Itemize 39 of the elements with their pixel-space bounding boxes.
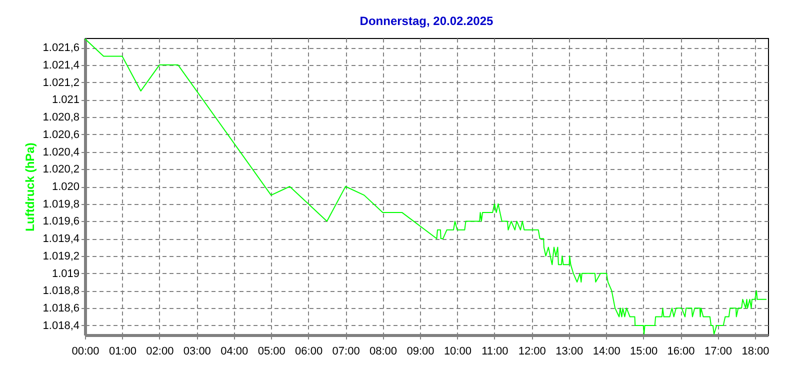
x-tick-label: 12:00	[518, 346, 546, 358]
y-tick-label: 1.018,6	[42, 302, 80, 315]
x-tick-label: 16:00	[667, 346, 695, 358]
x-tick-label: 07:00	[332, 346, 360, 358]
x-tick-label: 03:00	[183, 346, 211, 358]
x-tick-label: 04:00	[220, 346, 248, 358]
y-tick-label: 1.018,8	[42, 285, 80, 298]
x-tick-label: 13:00	[556, 346, 584, 358]
x-tick-label: 18:00	[742, 346, 770, 358]
x-tick-label: 11:00	[482, 346, 508, 358]
x-tick-label: 06:00	[295, 346, 323, 358]
y-tick-label: 1.019,8	[42, 198, 80, 210]
chart-title: Donnerstag, 20.02.2025	[360, 14, 494, 28]
x-tick-label: 00:00	[72, 346, 100, 358]
y-tick-label: 1.019,2	[42, 250, 80, 262]
y-tick-label: 1.021	[52, 94, 80, 106]
y-tick-label: 1.020,8	[42, 112, 80, 124]
y-tick-label: 1.019,6	[42, 216, 80, 228]
x-tick-label: 10:00	[444, 346, 472, 358]
y-tick-label: 1.021,6	[42, 42, 80, 54]
y-tick-label: 1.019,4	[42, 233, 80, 246]
y-tick-label: 1.020,4	[42, 146, 80, 158]
x-tick-label: 14:00	[592, 346, 620, 358]
y-tick-label: 1.018,4	[42, 320, 80, 332]
x-tick-label: 01:00	[108, 346, 136, 358]
y-tick-label: 1.020	[52, 181, 80, 193]
y-tick-label: 1.021,2	[42, 76, 80, 89]
y-tick-label: 1.021,4	[42, 59, 80, 72]
x-tick-label: 02:00	[146, 346, 174, 358]
x-tick-label: 17:00	[704, 346, 732, 358]
line-series	[84, 38, 768, 335]
x-tick-label: 05:00	[258, 346, 286, 358]
y-tick-label: 1.020,6	[42, 128, 80, 141]
y-axis-title: Luftdruck (hPa)	[22, 142, 37, 232]
x-tick-label: 15:00	[630, 346, 658, 358]
x-tick-label: 09:00	[406, 346, 434, 358]
y-tick-label: 1.019	[52, 268, 80, 280]
y-tick-label: 1.020,2	[42, 164, 80, 176]
x-tick-label: 08:00	[370, 346, 398, 358]
